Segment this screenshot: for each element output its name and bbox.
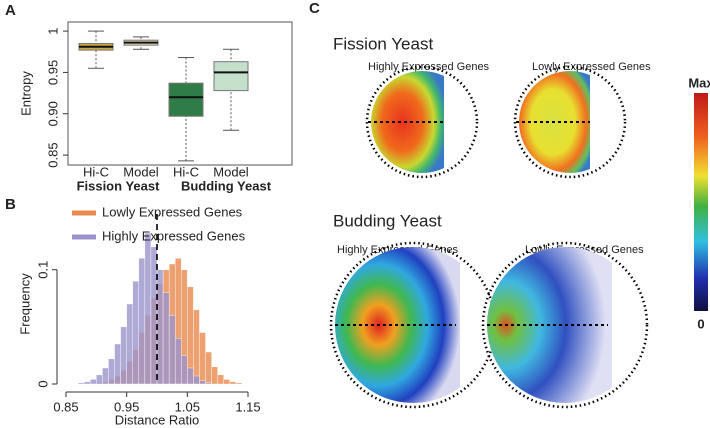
hist-bar	[199, 332, 206, 385]
hist-bar	[83, 381, 91, 385]
hist-bar	[168, 315, 176, 385]
nucleus-outline	[365, 65, 479, 179]
hist-bar	[90, 379, 97, 385]
hist-bar	[174, 338, 182, 385]
x-tick-label: Hi-C	[173, 164, 199, 179]
hist-bar	[181, 355, 188, 385]
y-tick-label: 0	[35, 380, 50, 387]
panel-c: Fission Yeast Highly Expressed Genes Low…	[329, 34, 710, 409]
hist-bar	[211, 366, 218, 385]
hist-bar	[199, 380, 206, 385]
hist-bar	[162, 292, 170, 385]
hist-bar	[138, 258, 146, 385]
subtitle: Lowly Expressed Genes	[532, 61, 651, 73]
axis-title: Entropy	[18, 71, 33, 116]
hist-bar	[235, 382, 243, 385]
y-tick-label: 0.85	[45, 142, 60, 167]
colorbar-label: 0	[697, 316, 704, 331]
hist-bar	[193, 309, 200, 385]
hist-bar	[120, 326, 127, 385]
y-tick-label: 1	[45, 27, 60, 34]
colorbar	[694, 93, 708, 311]
hist-bar	[205, 382, 212, 385]
x-tick-label: 1.15	[235, 399, 260, 414]
x-tick-label: Hi-C	[83, 164, 109, 179]
y-tick-label: 0.90	[45, 101, 60, 126]
hist-bar	[229, 381, 237, 385]
hist-bar	[77, 382, 85, 385]
hist-bar	[205, 351, 212, 385]
x-tick-label: Model	[123, 164, 159, 179]
hist-bar	[126, 303, 133, 385]
y-tick-label: 0.1	[35, 261, 50, 279]
panel-label: B	[5, 196, 16, 213]
group-label: Budding Yeast	[181, 178, 272, 193]
hist-bar	[114, 343, 121, 385]
plot-frame	[67, 21, 293, 166]
y-tick-label: 0.95	[45, 60, 60, 85]
legend-label: Lowly Expressed Genes	[102, 204, 243, 219]
x-tick-label: Model	[213, 164, 249, 179]
group-label: Fission Yeast	[77, 178, 161, 193]
box	[213, 61, 249, 92]
axis-title: Frequency	[17, 273, 32, 335]
hist-bar	[217, 374, 224, 385]
hist-bar	[150, 246, 158, 385]
x-tick-label: 0.85	[53, 399, 78, 414]
hist-bar	[96, 374, 103, 385]
hist-bar	[102, 367, 109, 385]
hist-bar	[193, 375, 200, 385]
nucleus-outline	[513, 65, 627, 179]
nucleus-outline	[481, 241, 649, 409]
hist-bar	[108, 358, 115, 385]
hist-bar	[223, 379, 231, 385]
panel-label: A	[5, 2, 16, 19]
hist-bar	[144, 232, 152, 385]
x-tick-label: 0.95	[114, 399, 139, 414]
hist-bar	[187, 367, 194, 385]
x-tick-label: 1.05	[175, 399, 200, 414]
hist-bar	[156, 269, 164, 385]
panel-label: C	[309, 0, 320, 17]
colorbar-label: Max	[688, 75, 710, 90]
box	[168, 82, 204, 117]
section-title: Budding Yeast	[333, 211, 442, 230]
axis-title: Distance Ratio	[115, 412, 200, 427]
legend-label: Highly Expressed Genes	[102, 228, 246, 243]
hist-bar	[132, 280, 140, 385]
section-title: Fission Yeast	[333, 34, 433, 53]
